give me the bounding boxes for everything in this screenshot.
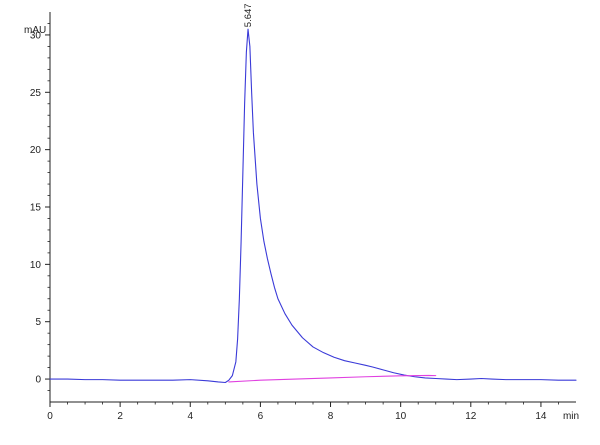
y-tick-label: 25 bbox=[30, 88, 42, 99]
x-tick-label: 6 bbox=[258, 411, 264, 422]
x-tick-label: 14 bbox=[535, 411, 547, 422]
y-tick-label: 15 bbox=[30, 203, 42, 214]
tick-marks bbox=[45, 23, 559, 407]
y-tick-label: 0 bbox=[35, 375, 41, 386]
x-tick-label: 4 bbox=[187, 411, 193, 422]
labels: mAU min 5.647 0 5 10 15 20 25 30 0 2 4 6 8 10 12 14 bbox=[24, 3, 579, 422]
y-tick-label: 20 bbox=[30, 145, 42, 156]
x-tick-label: 2 bbox=[117, 411, 123, 422]
x-tick-label: 8 bbox=[328, 411, 334, 422]
baseline-trace bbox=[228, 374, 437, 383]
x-tick-label: 12 bbox=[465, 411, 477, 422]
series bbox=[49, 28, 577, 384]
y-tick-label: 5 bbox=[35, 317, 41, 328]
peak-label: 5.647 bbox=[243, 3, 254, 27]
x-tick-label: 10 bbox=[395, 411, 407, 422]
axes bbox=[49, 12, 576, 403]
chromatogram-trace bbox=[49, 28, 577, 384]
x-axis-title: min bbox=[563, 411, 579, 422]
y-axis-title: mAU bbox=[24, 25, 46, 36]
x-tick-label: 0 bbox=[47, 411, 53, 422]
y-tick-label: 10 bbox=[30, 260, 42, 271]
y-tick-label: 30 bbox=[30, 30, 42, 41]
